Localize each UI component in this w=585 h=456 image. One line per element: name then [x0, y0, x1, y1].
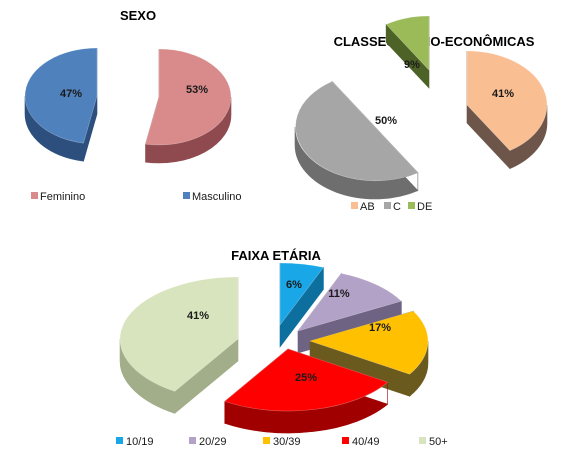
chart-faixa-etaria: FAIXA ETÁRIA [116, 248, 448, 448]
pie-slice-masculino [24, 47, 98, 162]
data-label-40-49: 25% [295, 372, 317, 384]
pie-slice-c [294, 80, 419, 200]
legend-classes: AB C DE [351, 201, 432, 213]
legend-swatch-feminino [31, 192, 38, 199]
legend-label-c: C [393, 201, 401, 213]
pie-slice-top-20-29 [297, 273, 402, 332]
legend-swatch-20-29 [189, 437, 196, 444]
data-label-c: 50% [375, 115, 397, 127]
legend-label-20-29: 20/29 [199, 436, 227, 448]
pie-slice-top-feminino [145, 48, 232, 146]
pie-slice-top-40-49 [224, 348, 389, 412]
legend-label-ab: AB [360, 201, 375, 213]
chart-title-sexo: SEXO [120, 8, 156, 23]
pie-slice-de [385, 15, 430, 89]
chart-classes: CLASSES SÓCIO-ECONÔMICAS 41% 50% 9% AB [294, 15, 548, 213]
pie-slice-top-ab [466, 50, 548, 151]
data-label-de: 9% [404, 59, 420, 71]
data-label-ab: 41% [492, 88, 514, 100]
legend-swatch-50-plus [419, 437, 426, 444]
chart-sexo: SEXO 53% 47% Feminino Masculino [24, 8, 242, 203]
pie-slice-feminino [145, 48, 232, 164]
legend-label-50-plus: 50+ [429, 436, 448, 448]
pie-slice-top-de [385, 15, 430, 71]
data-label-masculino: 47% [60, 88, 82, 100]
legend-swatch-masculino [183, 192, 190, 199]
pie-slice-40-49 [224, 348, 389, 434]
pie-slice-30-39 [308, 310, 429, 397]
pie-slice-top-50-plus [119, 276, 239, 392]
data-label-20-29: 11% [328, 288, 350, 300]
legend-label-feminino: Feminino [40, 191, 85, 203]
legend-swatch-c [384, 202, 391, 209]
chart-title-classes: CLASSES SÓCIO-ECONÔMICAS [334, 34, 535, 49]
data-label-50-plus: 41% [187, 310, 209, 322]
legend-swatch-de [408, 202, 415, 209]
legend-sexo: Feminino Masculino [31, 191, 242, 203]
pie-slice-ab [466, 50, 548, 170]
pie-slice-top-c [295, 81, 419, 182]
legend-label-10-19: 10/19 [126, 436, 154, 448]
data-label-30-39: 17% [369, 322, 391, 334]
legend-swatch-ab [351, 202, 358, 209]
pie-slice-50-plus [119, 276, 239, 414]
data-label-feminino: 53% [186, 84, 208, 96]
legend-label-de: DE [417, 201, 432, 213]
legend-label-30-39: 30/39 [273, 436, 301, 448]
pie-slice-top-masculino [24, 47, 98, 144]
pie-slice-top-30-39 [308, 310, 429, 375]
legend-swatch-10-19 [116, 437, 123, 444]
legend-swatch-40-49 [342, 437, 349, 444]
chart-title-faixa-etaria: FAIXA ETÁRIA [231, 248, 321, 263]
legend-faixa-etaria: 10/19 20/29 30/39 40/49 50+ [116, 436, 448, 448]
legend-swatch-30-39 [263, 437, 270, 444]
data-label-10-19: 6% [286, 279, 302, 291]
legend-label-40-49: 40/49 [352, 436, 380, 448]
legend-label-masculino: Masculino [192, 191, 242, 203]
pie-slice-10-19 [279, 262, 324, 348]
pie-slice-top-10-19 [279, 262, 324, 326]
pie-slice-20-29 [297, 272, 402, 354]
